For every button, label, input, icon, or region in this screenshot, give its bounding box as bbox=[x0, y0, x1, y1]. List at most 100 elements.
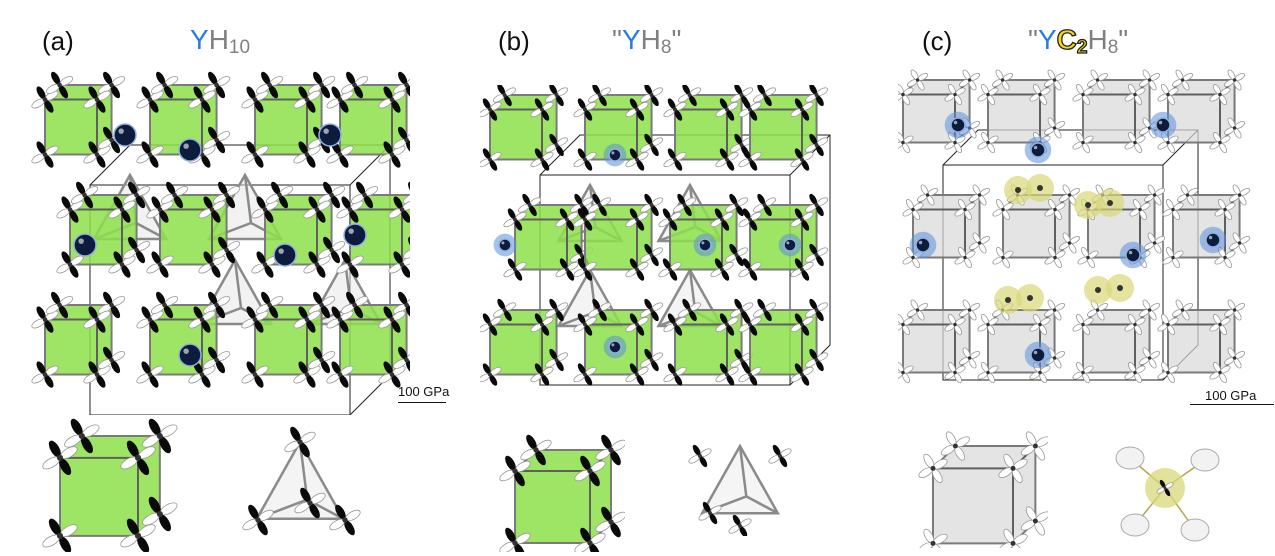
hydrogen-atom bbox=[502, 93, 507, 97]
hydrogen-lobe bbox=[650, 145, 659, 157]
hydrogen-lobe bbox=[398, 71, 408, 85]
hydrogen-atom bbox=[352, 302, 357, 308]
hydrogen-lobe bbox=[110, 360, 121, 374]
hydrogen-atom bbox=[488, 157, 492, 162]
hydrogen-lobe bbox=[110, 85, 121, 99]
hydrogen-atom bbox=[134, 192, 139, 198]
hydrogen-lobe bbox=[137, 536, 150, 552]
hydrogen-atom bbox=[720, 267, 724, 272]
hydrogen-atom bbox=[720, 217, 724, 222]
hydrogen-lobe bbox=[103, 291, 113, 305]
hydrogen-atom bbox=[1120, 513, 1150, 537]
yttrium-atom bbox=[608, 148, 622, 162]
hydrogen-lobe bbox=[248, 504, 259, 520]
hydrogen-atom bbox=[267, 82, 272, 88]
hydrogen-lobe bbox=[674, 374, 683, 386]
hydrogen-lobe bbox=[218, 236, 228, 250]
hydrogen-lobe bbox=[598, 205, 607, 217]
hydrogen-lobe bbox=[610, 522, 621, 538]
hydrogen-atom bbox=[1232, 78, 1237, 82]
hydrogen-lobe bbox=[559, 258, 568, 270]
carbon-atom bbox=[1027, 295, 1033, 301]
hydrogen-lobe bbox=[331, 361, 341, 375]
hydrogen-atom bbox=[1185, 193, 1190, 197]
hydrogen-lobe bbox=[497, 85, 506, 95]
hydrogen-atom bbox=[1081, 370, 1085, 375]
hydrogen-lobe bbox=[156, 291, 166, 305]
hydrogen-atom bbox=[1138, 207, 1142, 212]
hydrogen-lobe bbox=[320, 360, 331, 374]
yttrium-atom bbox=[273, 243, 297, 267]
hydrogen-atom bbox=[404, 137, 409, 143]
hydrogen-lobe bbox=[650, 205, 659, 217]
hydrogen-lobe bbox=[137, 458, 150, 476]
hydrogen-lobe bbox=[742, 313, 751, 325]
hydrogen-atom bbox=[252, 317, 258, 322]
hydrogen-lobe bbox=[610, 450, 621, 466]
yttrium-highlight bbox=[501, 241, 505, 245]
hydrogen-atom bbox=[56, 532, 64, 539]
hydrogen-atom bbox=[608, 447, 614, 453]
hydrogen-lobe bbox=[36, 141, 46, 155]
hydrogen-lobe bbox=[584, 374, 593, 386]
hydrogen-lobe bbox=[148, 496, 161, 514]
hydrogen-atom bbox=[94, 317, 100, 322]
hydrogen-lobe bbox=[815, 145, 824, 157]
hydrogen-lobe bbox=[193, 86, 203, 100]
hydrogen-atom bbox=[748, 217, 752, 222]
hydrogen-lobe bbox=[330, 195, 341, 209]
hydrogen-lobe bbox=[61, 251, 71, 265]
hydrogen-lobe bbox=[203, 251, 213, 265]
hydrogen-lobe bbox=[577, 98, 586, 110]
hydrogen-atom bbox=[347, 262, 353, 267]
hydrogen-lobe bbox=[507, 258, 516, 270]
hydrogen-lobe bbox=[735, 205, 744, 217]
hydrogen-atom bbox=[297, 439, 303, 445]
hydrogen-atom bbox=[147, 97, 153, 102]
hydrogen-atom bbox=[915, 308, 920, 312]
hydrogen-lobe bbox=[398, 346, 408, 360]
hydrogen-lobe bbox=[584, 324, 593, 336]
hydrogen-lobe bbox=[636, 109, 645, 121]
hydrogen-lobe bbox=[801, 219, 810, 231]
hydrogen-lobe bbox=[149, 374, 159, 388]
hydrogen-lobe bbox=[794, 313, 803, 325]
yttrium-atom bbox=[1155, 117, 1171, 133]
hydrogen-atom bbox=[649, 308, 654, 312]
hydrogen-atom bbox=[214, 82, 219, 88]
formula-b-hydrogen-count: 8 bbox=[660, 37, 672, 58]
hydrogen-atom bbox=[1180, 78, 1185, 82]
yttrium-highlight bbox=[118, 128, 124, 134]
hydrogen-lobe bbox=[650, 360, 659, 372]
hydrogen-atom bbox=[214, 357, 219, 363]
hydrogen-lobe bbox=[141, 361, 151, 375]
hydrogen-lobe bbox=[815, 255, 824, 267]
hydrogen-atom bbox=[252, 97, 258, 102]
hydrogen-lobe bbox=[629, 313, 638, 325]
hydrogen-atom bbox=[814, 358, 819, 362]
hydrogen-atom bbox=[673, 322, 677, 327]
hydrogen-atom bbox=[1001, 255, 1005, 260]
hydrogen-lobe bbox=[44, 154, 54, 168]
hydrogen-atom bbox=[42, 152, 48, 157]
hydrogen-atom bbox=[162, 82, 167, 88]
hydrogen-lobe bbox=[763, 310, 772, 322]
hydrogen-atom bbox=[540, 157, 544, 162]
hydrogen-lobe bbox=[714, 258, 723, 270]
hydrogen-lobe bbox=[264, 209, 274, 223]
formula-b-hydrogen: H bbox=[640, 24, 661, 55]
hydrogen-atom bbox=[708, 511, 712, 515]
hydrogen-lobe bbox=[88, 306, 98, 320]
hydrogen-lobe bbox=[815, 205, 824, 217]
hydrogen-atom bbox=[277, 192, 282, 198]
hydrogen-lobe bbox=[316, 209, 326, 223]
hydrogen-atom bbox=[554, 93, 559, 97]
hydrogen-lobe bbox=[692, 444, 701, 456]
hydrogen-atom bbox=[554, 358, 559, 362]
hydrogen-lobe bbox=[103, 346, 113, 360]
hydrogen-lobe bbox=[555, 95, 564, 107]
hydrogen-lobe bbox=[405, 85, 410, 99]
hydrogen-atom bbox=[512, 540, 518, 546]
hydrogen-atom bbox=[800, 107, 804, 112]
hydrogen-atom bbox=[649, 93, 654, 97]
